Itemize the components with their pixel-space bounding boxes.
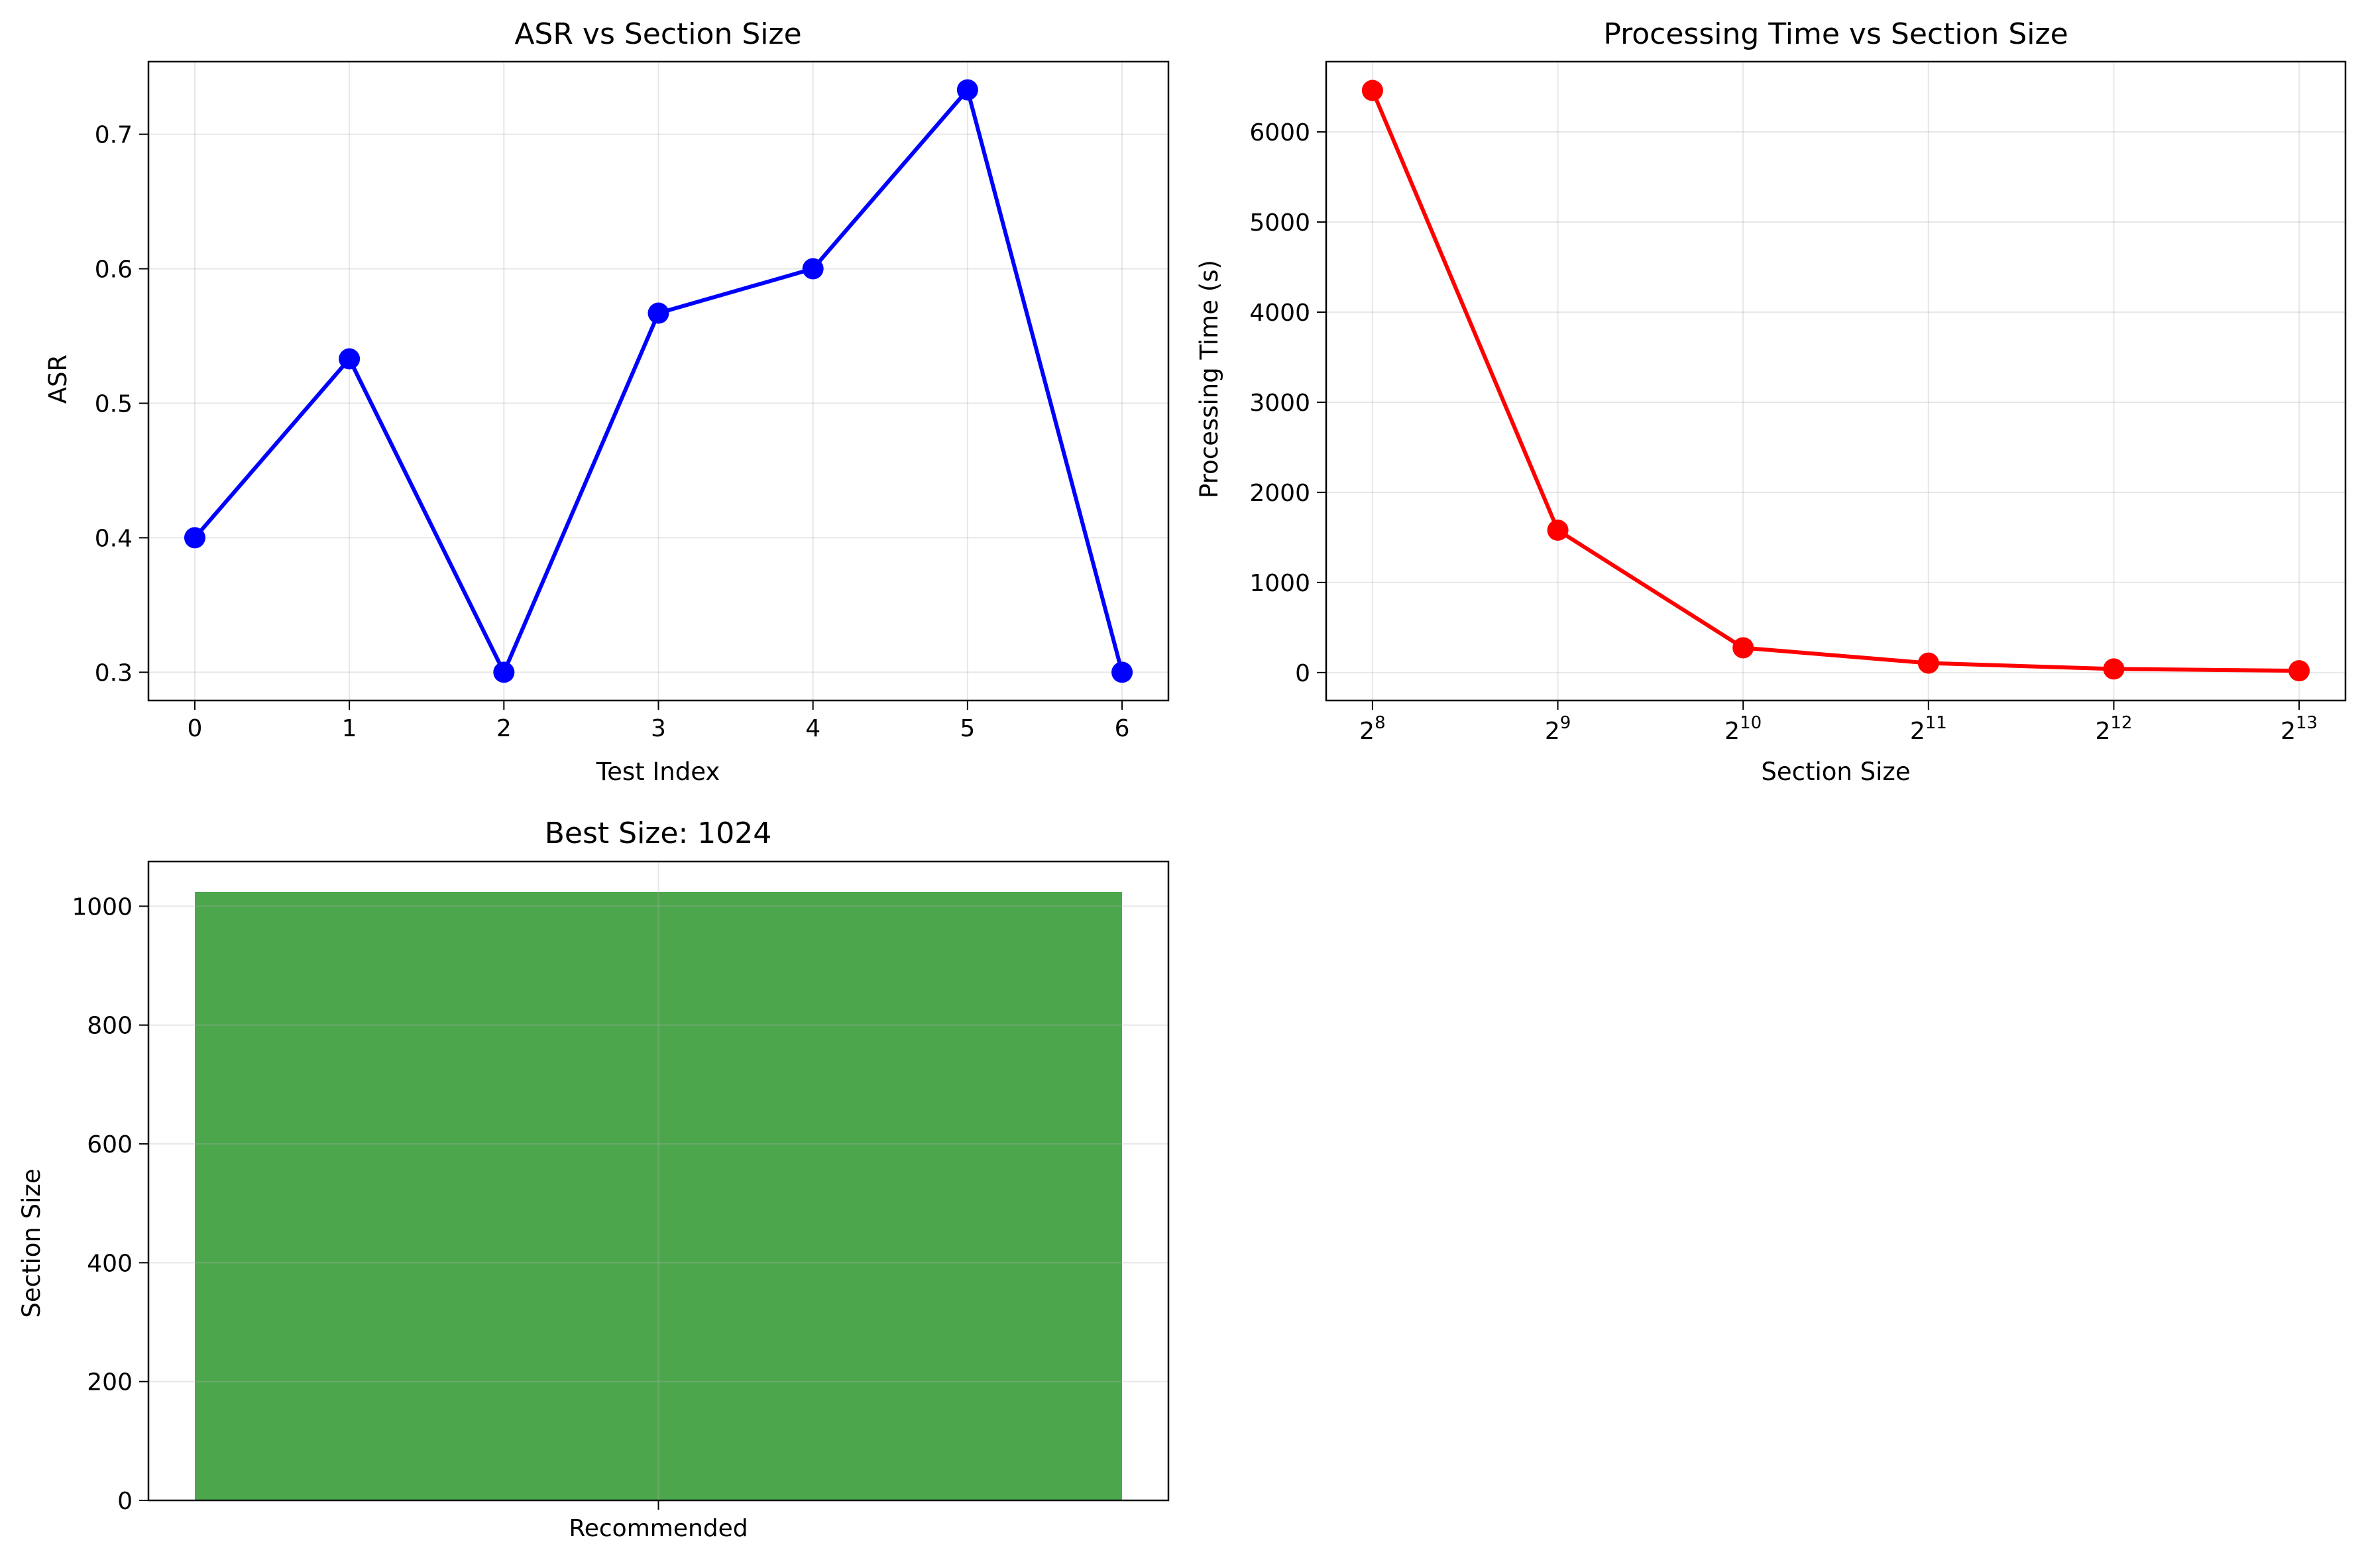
x-tick-label: 0: [188, 715, 203, 742]
data-point: [1732, 637, 1754, 659]
y-tick-label: 0.5: [95, 390, 133, 418]
y-axis-label: Section Size: [17, 1168, 46, 1317]
bar: [195, 891, 1122, 1500]
chart-title: ASR vs Section Size: [514, 17, 801, 51]
data-point: [956, 79, 978, 101]
x-tick-label: 211: [1910, 713, 1947, 745]
x-tick-label: 212: [2095, 713, 2132, 745]
y-axis-label: ASR: [44, 355, 72, 404]
x-axis-label: Test Index: [596, 757, 720, 786]
x-tick-label: 1: [342, 715, 357, 742]
y-tick-label: 400: [87, 1250, 133, 1277]
axes-frame: [1325, 60, 2347, 702]
x-tick-label: 210: [1724, 713, 1762, 745]
processing-time-line-chart: Processing Time vs Section Size Section …: [1195, 17, 2347, 786]
chart-title: Best Size: 1024: [545, 816, 772, 850]
best-size-bar-chart: Best Size: 1024 Section Size 0 200 400 600 8…: [17, 816, 1170, 1542]
data-point: [802, 258, 824, 280]
data-point: [2103, 658, 2125, 680]
y-tick-label: 0.4: [95, 525, 133, 552]
data-point: [2288, 660, 2310, 682]
data-point: [1111, 661, 1133, 683]
y-tick-label: 0.6: [95, 256, 133, 284]
y-tick-label: 200: [87, 1369, 133, 1396]
y-tick-label: 0: [117, 1488, 133, 1515]
data-point: [339, 348, 361, 370]
y-tick-label: 0.3: [95, 659, 133, 687]
x-tick-label: 29: [1545, 713, 1571, 745]
y-tick-label: 600: [87, 1131, 133, 1158]
x-tick-label: 4: [805, 715, 820, 742]
chart-title: Processing Time vs Section Size: [1603, 17, 2068, 51]
x-tick-label: 5: [960, 715, 975, 742]
x-tick-label: 28: [1359, 713, 1385, 745]
x-tick-label: 2: [496, 715, 512, 742]
y-tick-label: 2000: [1249, 480, 1310, 507]
data-point: [1547, 520, 1569, 541]
y-tick-label: 1000: [72, 893, 133, 921]
y-tick-label: 1000: [1249, 570, 1310, 597]
y-tick-label: 0.7: [95, 122, 133, 149]
y-tick-label: 0: [1295, 660, 1310, 687]
data-point: [184, 527, 205, 549]
y-tick-label: 800: [87, 1013, 133, 1040]
y-tick-label: 6000: [1249, 119, 1310, 146]
data-point: [1917, 652, 1939, 674]
x-tick-label: 3: [651, 715, 666, 742]
y-tick-label: 4000: [1249, 300, 1310, 327]
x-axis-label: Section Size: [1761, 757, 1910, 786]
x-tick-label: 213: [2281, 713, 2318, 745]
asr-line-chart: ASR vs Section Size Test Index ASR 0 1 2 3 4…: [44, 17, 1170, 786]
y-axis-label: Processing Time (s): [1195, 260, 1223, 498]
data-point: [648, 302, 669, 324]
data-point: [493, 661, 515, 683]
y-tick-label: 3000: [1249, 390, 1310, 417]
series-line: [1371, 89, 2300, 673]
x-tick-label: Recommended: [569, 1515, 748, 1542]
data-point: [1361, 80, 1383, 101]
x-tick-label: 6: [1115, 715, 1130, 742]
y-tick-label: 5000: [1249, 209, 1310, 237]
